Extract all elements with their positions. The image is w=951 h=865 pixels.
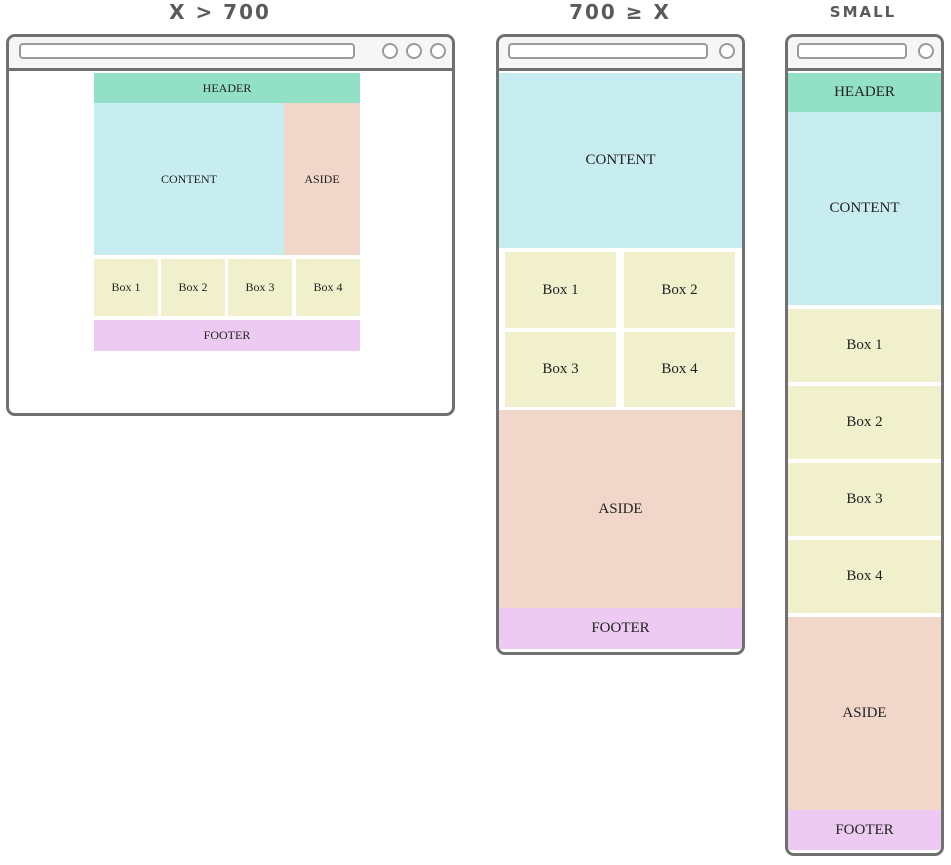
address-bar[interactable] — [19, 43, 355, 59]
header-block: HEADER — [94, 73, 360, 103]
box-2: Box 2 — [788, 386, 941, 459]
browser-window-small: HEADER CONTENT Box 1 Box 2 Box 3 Box 4 A… — [785, 34, 944, 856]
content-block: CONTENT — [788, 112, 941, 305]
footer-block: FOOTER — [788, 810, 941, 850]
box-2: Box 2 — [161, 259, 225, 316]
box-1: Box 1 — [505, 252, 616, 328]
box-3: Box 3 — [505, 332, 616, 407]
box-4: Box 4 — [788, 540, 941, 613]
title-medium: 700 ≥ X — [569, 0, 671, 24]
aside-block: ASIDE — [788, 617, 941, 810]
box-2: Box 2 — [624, 252, 735, 328]
browser-toolbar — [788, 37, 941, 71]
title-large: X > 700 — [169, 0, 271, 24]
address-bar[interactable] — [797, 43, 907, 59]
box-1: Box 1 — [788, 309, 941, 382]
content-block: CONTENT — [94, 103, 284, 255]
window-button-icon[interactable] — [430, 43, 446, 59]
box-3: Box 3 — [228, 259, 292, 316]
box-3: Box 3 — [788, 463, 941, 536]
browser-toolbar — [9, 37, 452, 71]
box-1: Box 1 — [94, 259, 158, 316]
box-4: Box 4 — [296, 259, 360, 316]
window-button-icon[interactable] — [406, 43, 422, 59]
header-block: HEADER — [788, 73, 941, 112]
browser-window-large: HEADER CONTENT ASIDE Box 1 Box 2 Box 3 B… — [6, 34, 455, 416]
window-button-icon[interactable] — [918, 43, 934, 59]
box-4: Box 4 — [624, 332, 735, 407]
content-block: CONTENT — [499, 73, 742, 248]
window-button-icon[interactable] — [719, 43, 735, 59]
aside-block: ASIDE — [499, 410, 742, 608]
aside-block: ASIDE — [284, 103, 360, 255]
title-small: SMALL — [829, 3, 897, 21]
browser-window-medium: CONTENT Box 1 Box 2 Box 3 Box 4 ASIDE FO… — [496, 34, 745, 655]
footer-block: FOOTER — [499, 608, 742, 649]
browser-toolbar — [499, 37, 742, 71]
footer-block: FOOTER — [94, 320, 360, 351]
address-bar[interactable] — [508, 43, 708, 59]
window-button-icon[interactable] — [382, 43, 398, 59]
